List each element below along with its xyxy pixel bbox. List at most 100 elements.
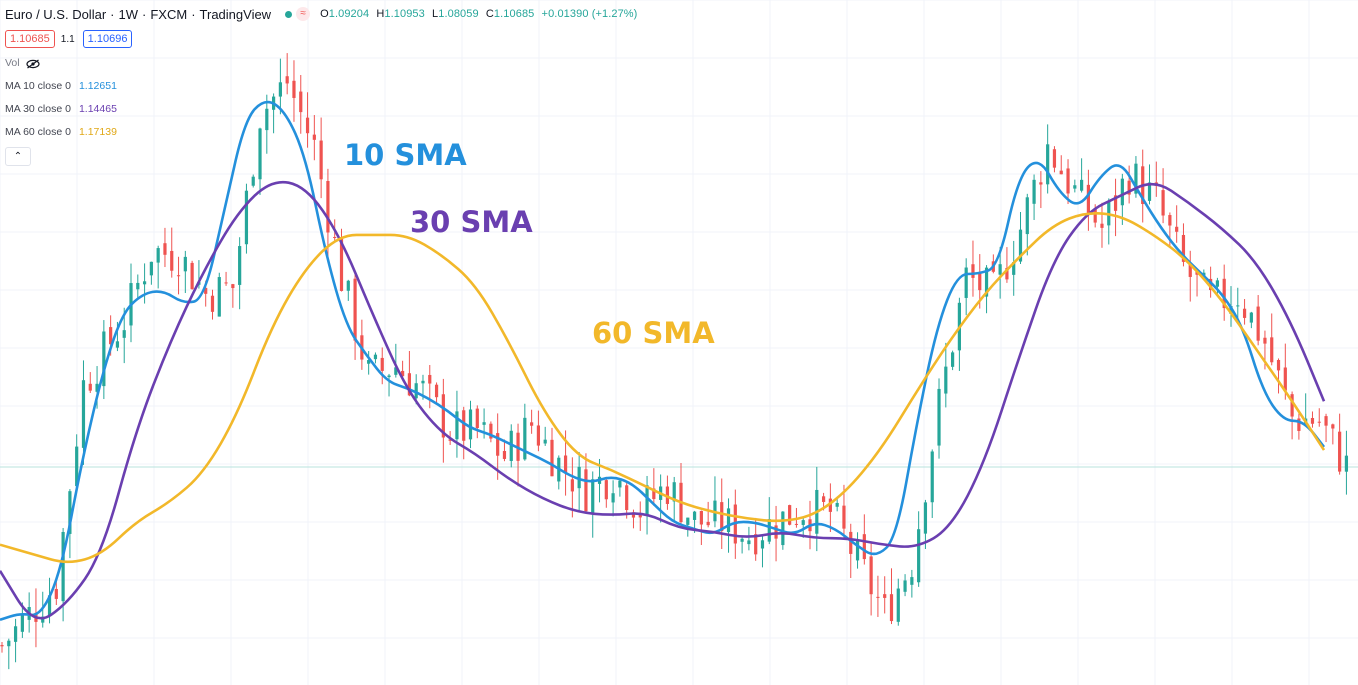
candle	[285, 53, 289, 95]
candle-body	[1025, 197, 1029, 235]
ohlc-values: O1.09204 H1.10953 L1.08059 C1.10685 +0.0…	[320, 8, 637, 20]
candle-body	[1310, 417, 1315, 424]
candle-body	[333, 237, 337, 239]
candle	[530, 409, 534, 434]
candle-body	[835, 502, 839, 507]
sell-price-button[interactable]: 1.10685	[5, 30, 55, 48]
candle-body	[788, 505, 792, 525]
candle-body	[923, 502, 928, 534]
candle-body	[821, 496, 826, 502]
high-value: 1.10953	[384, 8, 425, 20]
candle-body	[1093, 208, 1097, 223]
candle-body	[421, 380, 425, 384]
candle	[13, 618, 18, 663]
candle	[299, 74, 303, 134]
candle-body	[903, 580, 907, 592]
interval-label[interactable]: 1W	[118, 6, 139, 22]
candle-body	[251, 176, 255, 186]
candle	[591, 471, 595, 538]
candle-body	[774, 525, 778, 539]
candle	[1012, 240, 1016, 296]
wave-icon: ≈	[296, 7, 311, 21]
candle-body	[224, 282, 228, 284]
candle	[1276, 358, 1281, 394]
candle	[849, 523, 853, 578]
market-status[interactable]: ≈	[285, 7, 311, 21]
candle	[930, 449, 934, 518]
ma10-value: 1.12651	[78, 80, 117, 92]
candle-body	[1147, 182, 1152, 201]
candle-body	[978, 273, 982, 291]
close-value: 1.10685	[493, 8, 535, 20]
candle	[944, 342, 948, 408]
candle-body	[747, 540, 751, 545]
candle-body	[1270, 337, 1274, 363]
candle-body	[1263, 337, 1267, 344]
annotation-60-sma: 60 SMA	[592, 316, 715, 350]
candle	[1215, 277, 1220, 295]
candle-body	[930, 451, 934, 503]
eye-off-icon[interactable]	[26, 59, 40, 69]
candle-body	[81, 380, 86, 448]
candle-body	[964, 267, 968, 298]
candle-body	[638, 513, 642, 518]
candle-body	[855, 540, 860, 561]
buy-price-button[interactable]: 1.10696	[82, 30, 133, 48]
candle	[665, 475, 670, 510]
candle	[231, 283, 235, 308]
candle	[238, 237, 242, 310]
collapse-legend-button[interactable]: ⌃	[5, 147, 31, 166]
candle-body	[604, 480, 608, 500]
candle-body	[869, 556, 873, 595]
candle-body	[767, 519, 771, 542]
candle-body	[339, 237, 344, 291]
candle-body	[625, 485, 629, 511]
candle	[475, 405, 479, 439]
candle-body	[563, 455, 568, 473]
candle-body	[156, 248, 160, 263]
candle	[937, 378, 941, 459]
candle	[862, 514, 866, 565]
candle	[142, 263, 147, 304]
ma30-indicator[interactable]: MA 30 close 0 1.14465	[5, 98, 637, 121]
candle-body	[706, 521, 710, 526]
candle-body	[611, 493, 615, 503]
candle-body	[1209, 278, 1213, 291]
candle-body	[7, 640, 11, 647]
candle-body	[692, 511, 697, 520]
candle	[455, 390, 459, 458]
candle-body	[1242, 308, 1247, 318]
candle-body	[1073, 185, 1077, 189]
candle	[883, 576, 887, 614]
candle-body	[652, 488, 656, 500]
ma30-line	[0, 180, 1326, 620]
candle-body	[686, 517, 690, 525]
ma60-indicator[interactable]: MA 60 close 0 1.17139	[5, 121, 637, 144]
candle-body	[299, 91, 303, 113]
candle	[699, 510, 703, 546]
candle-body	[190, 262, 194, 290]
candle-body	[1181, 234, 1186, 262]
candle	[1046, 124, 1050, 194]
candle	[652, 468, 656, 506]
volume-indicator[interactable]: Vol	[5, 52, 637, 75]
candle	[149, 261, 153, 285]
candle-body	[1012, 262, 1016, 275]
market-open-icon	[285, 10, 293, 18]
candle-body	[754, 534, 758, 555]
candle	[1175, 205, 1179, 243]
candle-body	[1256, 306, 1260, 341]
candle-body	[312, 134, 316, 140]
candle	[7, 638, 11, 670]
candle-body	[1290, 394, 1294, 417]
candle	[441, 378, 445, 463]
candle-body	[47, 595, 52, 617]
ma10-indicator[interactable]: MA 10 close 0 1.12651	[5, 75, 637, 98]
candle	[428, 364, 432, 409]
symbol-name[interactable]: Euro / U.S. Dollar	[5, 6, 107, 22]
candle-body	[244, 190, 249, 245]
candle	[102, 320, 106, 400]
candle	[855, 532, 860, 569]
